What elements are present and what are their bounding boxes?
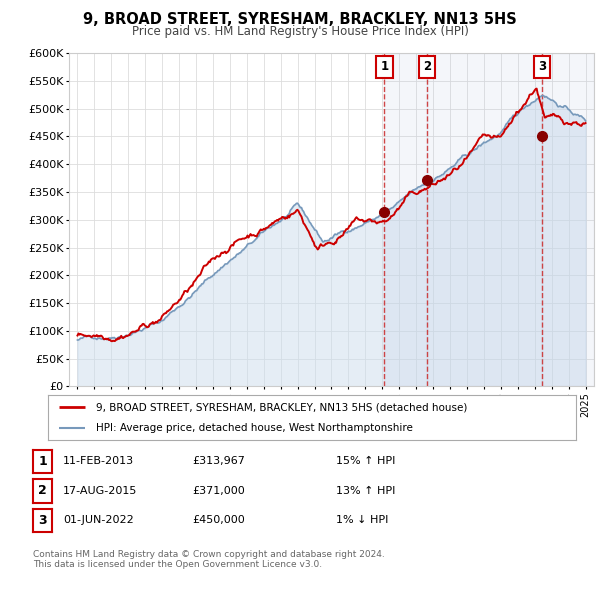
Text: 3: 3 xyxy=(38,514,47,527)
Text: 9, BROAD STREET, SYRESHAM, BRACKLEY, NN13 5HS (detached house): 9, BROAD STREET, SYRESHAM, BRACKLEY, NN1… xyxy=(95,402,467,412)
Text: This data is licensed under the Open Government Licence v3.0.: This data is licensed under the Open Gov… xyxy=(33,560,322,569)
Bar xyxy=(385,53,427,386)
Text: Price paid vs. HM Land Registry's House Price Index (HPI): Price paid vs. HM Land Registry's House … xyxy=(131,25,469,38)
Text: HPI: Average price, detached house, West Northamptonshire: HPI: Average price, detached house, West… xyxy=(95,422,412,432)
Text: 2: 2 xyxy=(38,484,47,497)
Text: 1% ↓ HPI: 1% ↓ HPI xyxy=(336,516,388,525)
Text: 3: 3 xyxy=(538,61,546,74)
Text: £313,967: £313,967 xyxy=(192,457,245,466)
Text: 9, BROAD STREET, SYRESHAM, BRACKLEY, NN13 5HS: 9, BROAD STREET, SYRESHAM, BRACKLEY, NN1… xyxy=(83,12,517,27)
Bar xyxy=(542,53,594,386)
Text: 1: 1 xyxy=(380,61,388,74)
Text: 11-FEB-2013: 11-FEB-2013 xyxy=(63,457,134,466)
Text: 13% ↑ HPI: 13% ↑ HPI xyxy=(336,486,395,496)
Bar xyxy=(427,53,542,386)
Text: £371,000: £371,000 xyxy=(192,486,245,496)
Text: £450,000: £450,000 xyxy=(192,516,245,525)
Text: 01-JUN-2022: 01-JUN-2022 xyxy=(63,516,134,525)
Text: 17-AUG-2015: 17-AUG-2015 xyxy=(63,486,137,496)
Text: Contains HM Land Registry data © Crown copyright and database right 2024.: Contains HM Land Registry data © Crown c… xyxy=(33,550,385,559)
Text: 1: 1 xyxy=(38,455,47,468)
Text: 15% ↑ HPI: 15% ↑ HPI xyxy=(336,457,395,466)
Text: 2: 2 xyxy=(423,61,431,74)
